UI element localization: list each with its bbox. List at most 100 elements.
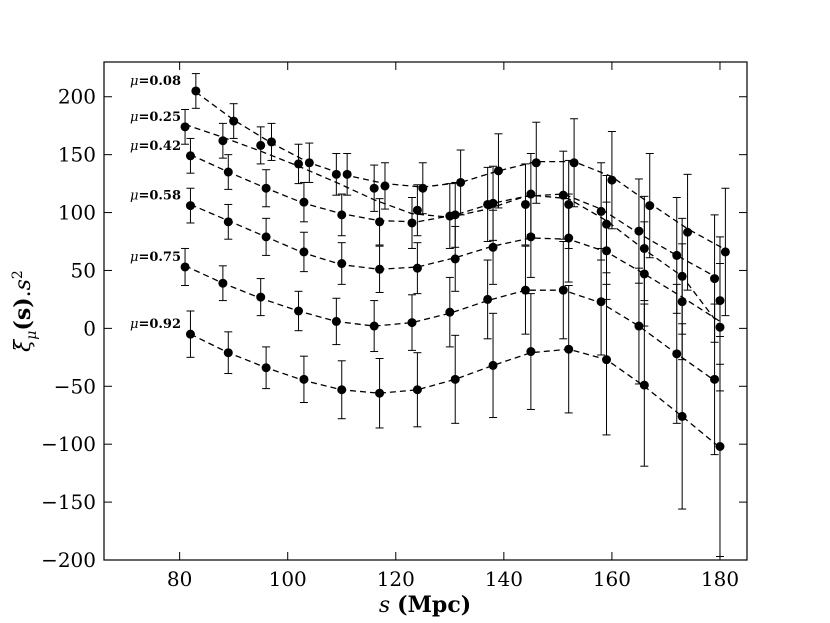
data-point-3-5 [375,264,385,274]
series-label-5: μ=0.92 [130,317,181,332]
data-point-1-13 [672,250,682,260]
data-point-5-7 [450,374,460,384]
series-label-2: μ=0.42 [130,139,181,154]
series-label-sym-0: μ [130,74,138,89]
data-point-4-13 [672,349,682,359]
data-point-2-8 [488,198,498,208]
data-point-3-1 [223,217,233,227]
x-tick-label-4: 160 [593,567,631,591]
data-point-4-9 [520,285,530,295]
series-4 [180,241,720,456]
data-point-3-11 [602,246,612,256]
data-point-0-4 [342,169,352,179]
x-tick-label-2: 120 [377,567,415,591]
data-point-4-4 [331,316,341,326]
y-axis-label-mu: μ [24,331,40,340]
data-point-2-0 [185,151,195,161]
data-point-0-3 [304,158,314,168]
data-point-0-14 [720,247,730,257]
data-point-2-5 [375,217,385,227]
series-label-3: μ=0.58 [130,189,181,204]
y-axis-label-s2: s [11,279,36,290]
series-label-4: μ=0.75 [130,250,181,265]
data-point-5-4 [337,385,347,395]
y-tick-label-1: −150 [41,490,96,514]
data-point-0-8 [493,166,503,176]
y-tick-label-2: −100 [41,432,96,456]
series-label-1: μ=0.25 [130,110,181,125]
data-point-1-3 [294,159,304,169]
plot-layer [180,73,730,558]
data-point-4-11 [596,297,606,307]
data-point-1-4 [331,169,341,179]
data-point-3-7 [450,254,460,264]
fit-line-3 [190,203,721,322]
series-label-val-1: =0.25 [138,110,181,125]
data-point-5-8 [488,360,498,370]
data-point-0-13 [683,227,693,237]
data-point-1-12 [634,226,644,236]
data-point-0-5 [380,181,390,191]
data-point-0-10 [569,158,579,168]
data-point-3-0 [185,201,195,211]
data-point-5-2 [261,363,271,373]
data-point-4-6 [407,318,417,328]
data-point-2-7 [450,210,460,220]
y-tick-label-3: −50 [54,374,96,398]
data-point-3-9 [526,232,536,242]
x-tick-label-1: 100 [269,567,307,591]
data-point-3-13 [677,297,687,307]
data-point-5-3 [299,374,309,384]
data-point-4-0 [180,262,190,272]
data-point-3-14 [715,296,725,306]
y-tick-label-7: 150 [58,143,96,167]
data-point-0-9 [531,158,541,168]
data-point-4-12 [634,321,644,331]
data-point-1-5 [369,183,379,193]
series-5 [185,283,725,558]
y-tick-label-5: 50 [71,258,96,282]
data-point-0-1 [229,116,239,126]
data-point-3-3 [299,247,309,257]
y-tick-label-6: 100 [58,201,96,225]
series-label-val-2: =0.42 [138,139,181,154]
fit-line-0 [195,91,726,251]
data-point-1-11 [596,206,606,216]
y-tick-label-8: 200 [58,85,96,109]
plot-frame [103,61,748,561]
data-point-1-9 [520,199,530,209]
data-point-0-2 [267,137,277,147]
data-point-5-12 [639,380,649,390]
y-axis-label-sq: 2 [10,270,26,279]
series-label-sym-1: μ [130,110,138,125]
data-point-0-7 [456,177,466,187]
x-axis-label-unit: (Mpc) [397,592,471,618]
data-point-2-2 [261,183,271,193]
data-point-2-3 [299,197,309,207]
data-point-2-1 [223,167,233,177]
data-point-0-6 [418,183,428,193]
data-point-5-6 [412,385,422,395]
data-point-3-10 [564,233,574,243]
data-point-4-3 [294,306,304,316]
series-label-0: μ=0.08 [130,74,181,89]
series-label-sym-2: μ [130,139,138,154]
fit-line-5 [190,333,721,449]
y-axis-label: ξμ(s).s2 [10,270,40,352]
series-label-val-4: =0.75 [138,250,181,265]
data-point-1-14 [710,274,720,284]
x-tick-label-0: 80 [167,567,192,591]
data-point-5-1 [223,348,233,358]
fit-line-4 [184,265,715,382]
series-label-val-3: =0.58 [138,189,181,204]
y-tick-label-0: −200 [41,548,96,572]
y-axis-label-s: (s) [10,297,36,330]
data-point-5-9 [526,347,536,357]
data-point-1-0 [180,122,190,132]
data-point-5-11 [602,355,612,365]
y-tick-label-4: 0 [83,316,96,340]
data-point-0-12 [645,201,655,211]
data-point-4-8 [483,294,493,304]
data-point-4-2 [256,292,266,302]
